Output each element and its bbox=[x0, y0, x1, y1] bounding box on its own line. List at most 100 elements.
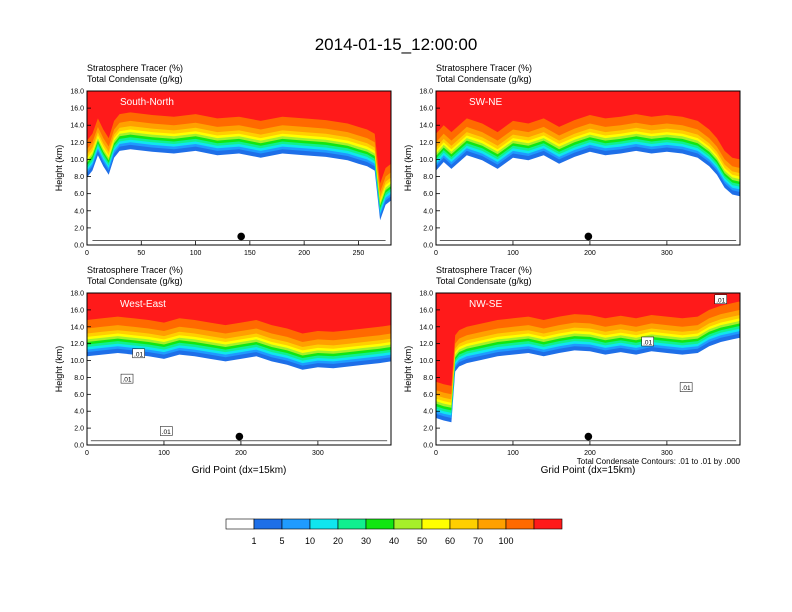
y-tick-label: 8.0 bbox=[74, 375, 84, 382]
x-tick-label: 0 bbox=[85, 250, 89, 257]
x-tick-label: 150 bbox=[244, 250, 256, 257]
y-tick-label: 10.0 bbox=[70, 358, 84, 365]
y-tick-label: 14.0 bbox=[70, 123, 84, 130]
y-tick-label: 0.0 bbox=[74, 443, 84, 450]
colorbar-label: 5 bbox=[279, 536, 284, 546]
location-marker bbox=[235, 432, 244, 441]
tracer-field bbox=[87, 293, 391, 370]
y-tick-label: 16.0 bbox=[70, 307, 84, 314]
colorbar-label: 1 bbox=[251, 536, 256, 546]
contour-label-box bbox=[679, 382, 693, 392]
y-tick-label: 2.0 bbox=[74, 225, 84, 232]
contour-label-box bbox=[160, 426, 173, 436]
y-tick-label: 4.0 bbox=[74, 409, 84, 416]
colorbar-label: 50 bbox=[417, 536, 427, 546]
y-tick-label: 4.0 bbox=[74, 208, 84, 215]
tracer-band-0 bbox=[87, 91, 391, 184]
y-tick-label: 6.0 bbox=[423, 392, 433, 399]
y-tick-label: 2.0 bbox=[423, 225, 433, 232]
y-tick-label: 12.0 bbox=[70, 140, 84, 147]
panel-west-east: 0.0 2.0 4.0 6.0 8.0 10.0 12.0 14.0 16.0 18.0 0 100 2… bbox=[54, 265, 392, 476]
tracer-field bbox=[436, 293, 740, 423]
plot-frame bbox=[86, 90, 392, 246]
figure-title: 2014-01-15_12:00:00 bbox=[315, 35, 478, 54]
x-tick-label: 100 bbox=[158, 450, 170, 457]
panel-label: NW-SE bbox=[469, 299, 502, 310]
y-tick-label: 2.0 bbox=[423, 426, 433, 433]
y-tick-label: 18.0 bbox=[419, 291, 433, 298]
colorbar-swatch bbox=[393, 518, 423, 530]
x-tick-label: 100 bbox=[190, 250, 202, 257]
panel-line1: Stratosphere Tracer (%) bbox=[436, 265, 532, 275]
y-tick-label: 14.0 bbox=[419, 123, 433, 130]
x-tick-label: 100 bbox=[507, 450, 519, 457]
x-tick-label: 0 bbox=[434, 250, 438, 257]
x-tick-label: 0 bbox=[85, 450, 89, 457]
panel-label: West-East bbox=[120, 299, 166, 310]
y-tick-label: 18.0 bbox=[70, 89, 84, 96]
x-axis-label: Grid Point (dx=15km) bbox=[192, 465, 287, 476]
location-marker bbox=[584, 432, 593, 441]
contour-label-box bbox=[120, 373, 134, 384]
y-tick-label: 12.0 bbox=[70, 341, 84, 348]
colorbar-swatch bbox=[337, 518, 367, 530]
tracer-band-0 bbox=[436, 293, 740, 386]
tracer-band-0 bbox=[436, 91, 740, 160]
colorbar-swatch bbox=[477, 518, 507, 530]
colorbar-label: 70 bbox=[473, 536, 483, 546]
panel-label: SW-NE bbox=[469, 97, 502, 108]
y-tick-label: 16.0 bbox=[70, 106, 84, 113]
plot-frame bbox=[435, 292, 741, 446]
colorbar: 1 5 10 20 30 40 50 60 70 100 bbox=[225, 518, 563, 546]
plot-frame bbox=[86, 292, 392, 446]
y-tick-label: 4.0 bbox=[423, 409, 433, 416]
y-tick-label: 10.0 bbox=[70, 157, 84, 164]
y-tick-label: 14.0 bbox=[419, 324, 433, 331]
contour-label: .01 bbox=[643, 339, 652, 346]
x-axis-label: Grid Point (dx=15km) bbox=[541, 465, 636, 476]
x-tick-label: 300 bbox=[661, 250, 673, 257]
contour-label: .01 bbox=[682, 385, 691, 392]
contour-label: .01 bbox=[716, 297, 725, 304]
location-marker bbox=[584, 232, 593, 241]
y-tick-label: 6.0 bbox=[74, 191, 84, 198]
y-axis-label: Height (km) bbox=[54, 346, 64, 393]
x-tick-label: 300 bbox=[661, 450, 673, 457]
x-tick-label: 50 bbox=[137, 250, 145, 257]
y-tick-label: 2.0 bbox=[74, 426, 84, 433]
colorbar-swatch bbox=[253, 518, 283, 530]
plot-frame bbox=[435, 90, 741, 246]
panel-label: South-North bbox=[120, 97, 174, 108]
colorbar-label: 30 bbox=[361, 536, 371, 546]
y-tick-label: 8.0 bbox=[423, 375, 433, 382]
colorbar-label: 20 bbox=[333, 536, 343, 546]
location-marker bbox=[237, 232, 245, 241]
colorbar-swatch bbox=[533, 518, 563, 530]
colorbar-swatch bbox=[309, 518, 339, 530]
x-tick-label: 0 bbox=[434, 450, 438, 457]
colorbar-swatch bbox=[225, 518, 255, 530]
colorbar-swatch bbox=[449, 518, 479, 530]
y-tick-label: 0.0 bbox=[74, 243, 84, 250]
panel-line2: Total Condensate (g/kg) bbox=[436, 74, 532, 84]
x-tick-label: 200 bbox=[584, 450, 596, 457]
x-tick-label: 200 bbox=[584, 250, 596, 257]
panel-line2: Total Condensate (g/kg) bbox=[436, 276, 532, 286]
x-tick-label: 200 bbox=[235, 450, 247, 457]
y-tick-label: 0.0 bbox=[423, 443, 433, 450]
panel-sw-ne: 0.0 2.0 4.0 6.0 8.0 10.0 12.0 14.0 16.0 18.0 0 100 2… bbox=[403, 63, 741, 257]
contour-label: .01 bbox=[162, 429, 171, 436]
contour-label: .01 bbox=[134, 351, 143, 358]
panel-line1: Stratosphere Tracer (%) bbox=[87, 63, 183, 73]
y-tick-label: 18.0 bbox=[70, 291, 84, 298]
colorbar-label: 60 bbox=[445, 536, 455, 546]
contour-label-box bbox=[132, 348, 145, 359]
colorbar-label: 40 bbox=[389, 536, 399, 546]
panel-line2: Total Condensate (g/kg) bbox=[87, 74, 183, 84]
panel-line1: Stratosphere Tracer (%) bbox=[87, 265, 183, 275]
panel-nw-se: 0.0 2.0 4.0 6.0 8.0 10.0 12.0 14.0 16.0 18.0 0 100 2… bbox=[403, 265, 741, 476]
colorbar-label: 100 bbox=[498, 536, 513, 546]
panel-south-north: 0.0 2.0 4.0 6.0 8.0 10.0 12.0 14.0 16.0 18.0 0 50 10… bbox=[54, 63, 392, 257]
y-tick-label: 14.0 bbox=[70, 324, 84, 331]
